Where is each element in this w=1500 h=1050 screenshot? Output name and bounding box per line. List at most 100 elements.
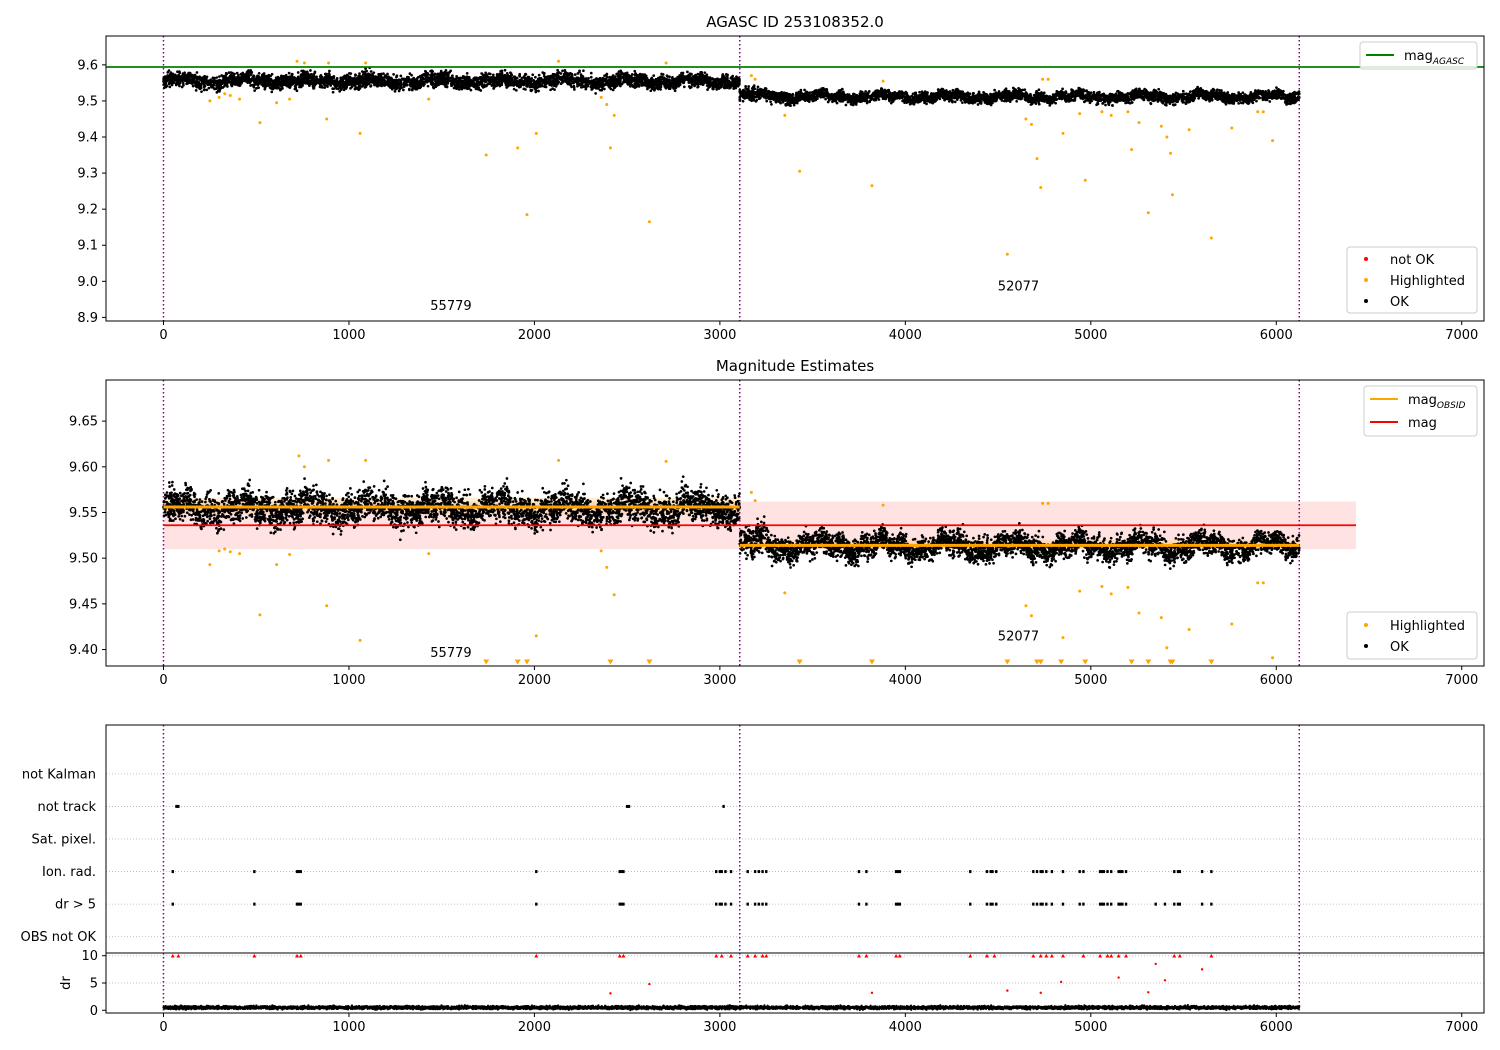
ok-point: [280, 82, 284, 85]
ok-point: [589, 71, 593, 75]
ok-point: [209, 78, 213, 82]
ok-point: [741, 96, 745, 99]
ok-point: [714, 82, 718, 86]
ok-point: [387, 84, 390, 87]
ok-point: [732, 85, 736, 89]
ok-point: [303, 71, 306, 74]
ok-point: [753, 87, 757, 91]
ok-point: [169, 76, 172, 80]
ok-point: [485, 74, 488, 77]
ok-point: [366, 80, 370, 84]
ok-point: [619, 71, 623, 74]
ok-point: [693, 84, 696, 88]
ok-point: [490, 75, 493, 79]
ok-point: [382, 80, 386, 84]
ok-point: [634, 74, 637, 77]
ok-point: [1181, 89, 1185, 93]
ok-point: [663, 77, 666, 81]
ok-point: [220, 82, 224, 86]
ok-point: [637, 80, 641, 83]
ok-point: [287, 80, 291, 84]
ok-point: [537, 73, 541, 77]
ok-point: [287, 71, 291, 75]
ok-point: [659, 84, 662, 88]
ok-point: [488, 80, 492, 83]
ok-point: [334, 85, 338, 89]
ok-point: [701, 75, 704, 79]
ok-point: [217, 84, 220, 87]
ok-point: [417, 86, 421, 90]
ok-point: [694, 74, 698, 78]
ok-point: [551, 77, 555, 80]
ok-point: [479, 80, 483, 83]
ok-point: [436, 79, 440, 83]
ok-point: [395, 75, 398, 79]
ok-point: [295, 78, 299, 82]
ok-point: [546, 76, 549, 80]
ok-point: [280, 84, 283, 88]
ok-point: [318, 80, 322, 83]
ok-point: [618, 79, 622, 83]
ok-point: [270, 90, 274, 94]
ok-point: [270, 86, 274, 90]
ok-point: [494, 78, 498, 82]
ok-point: [567, 80, 571, 84]
ok-point: [629, 77, 633, 80]
ok-point: [181, 81, 185, 85]
ok-point: [503, 68, 507, 72]
ok-point: [561, 69, 564, 73]
ok-point: [167, 81, 171, 85]
ok-point: [392, 73, 395, 76]
ok-point: [622, 78, 626, 82]
ok-point: [605, 75, 609, 78]
ok-point: [680, 71, 683, 75]
ok-point: [410, 73, 413, 77]
ok-point: [224, 74, 227, 77]
ok-point: [519, 80, 522, 84]
ok-point: [590, 88, 594, 91]
ok-point: [705, 84, 709, 87]
ok-point: [765, 95, 769, 99]
ok-point: [249, 79, 252, 83]
ok-point: [757, 92, 761, 95]
ok-point: [597, 78, 600, 82]
ok-point: [393, 89, 397, 93]
ok-point: [231, 81, 235, 85]
ok-point: [596, 86, 599, 90]
ok-point: [556, 75, 559, 79]
ok-point: [256, 86, 260, 90]
ok-point: [253, 81, 256, 84]
ok-point: [233, 72, 236, 76]
ok-point: [762, 88, 766, 92]
ok-point: [708, 83, 712, 86]
ok-point: [680, 74, 684, 78]
ok-point: [200, 90, 203, 94]
ok-point: [609, 79, 612, 83]
ok-point: [342, 75, 346, 79]
ok-point: [361, 81, 365, 84]
ok-point: [291, 82, 295, 86]
ok-point: [438, 73, 442, 76]
ok-point: [257, 81, 261, 84]
ok-point: [183, 78, 187, 82]
ok-point: [324, 72, 328, 76]
ok-point: [537, 89, 540, 93]
ok-point: [384, 74, 388, 77]
ok-point: [510, 73, 514, 77]
ok-point: [524, 72, 527, 76]
ok-point: [666, 75, 669, 78]
ok-point: [321, 86, 324, 89]
ok-point: [625, 78, 628, 82]
ok-point: [750, 89, 754, 93]
ok-point: [265, 77, 268, 80]
ok-point: [299, 73, 303, 77]
ok-point: [707, 79, 710, 82]
ok-point: [459, 80, 462, 84]
ok-point: [311, 85, 315, 89]
ok-point: [564, 70, 567, 74]
ok-point: [182, 83, 185, 87]
ok-point: [335, 76, 339, 80]
ok-point: [587, 79, 591, 83]
ok-point: [534, 90, 538, 94]
